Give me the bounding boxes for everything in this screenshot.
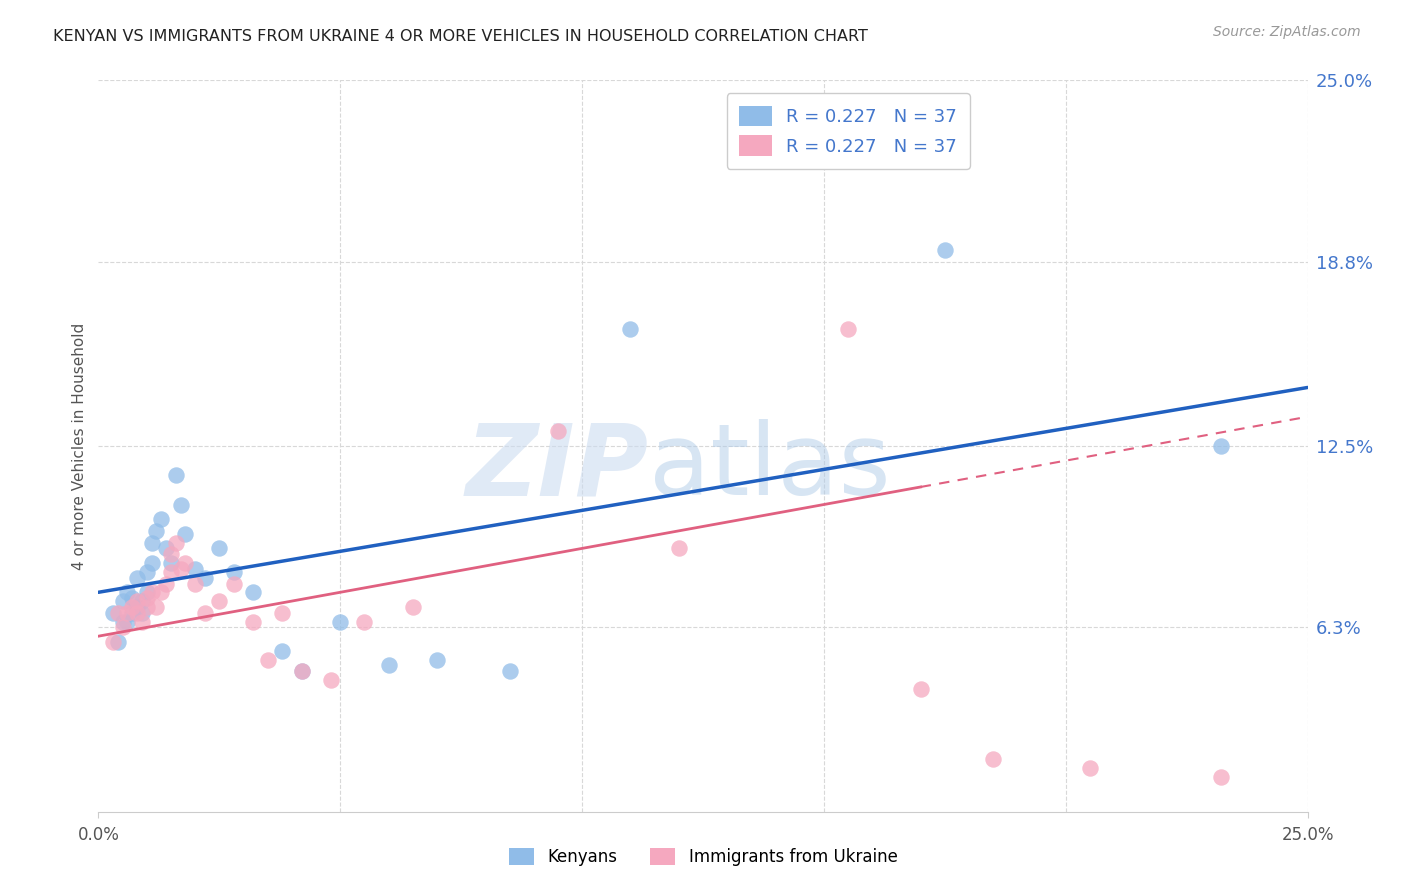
Point xyxy=(184,562,207,576)
Point xyxy=(256,652,278,666)
Point xyxy=(290,665,312,679)
Point xyxy=(165,468,187,483)
Point xyxy=(145,524,167,538)
Point xyxy=(127,599,149,614)
Point xyxy=(135,591,157,606)
Text: KENYAN VS IMMIGRANTS FROM UKRAINE 4 OR MORE VEHICLES IN HOUSEHOLD CORRELATION CH: KENYAN VS IMMIGRANTS FROM UKRAINE 4 OR M… xyxy=(53,29,869,44)
Point xyxy=(107,635,129,649)
Point xyxy=(111,615,134,629)
Point xyxy=(111,620,134,634)
Point xyxy=(668,541,690,556)
Point xyxy=(271,606,294,620)
Point xyxy=(194,606,217,620)
Point xyxy=(498,665,520,679)
Point xyxy=(160,556,183,570)
Point xyxy=(135,599,157,614)
Point xyxy=(1209,770,1232,784)
Y-axis label: 4 or more Vehicles in Household: 4 or more Vehicles in Household xyxy=(72,322,87,570)
Point xyxy=(547,425,569,439)
Point xyxy=(319,673,342,687)
Legend: Kenyans, Immigrants from Ukraine: Kenyans, Immigrants from Ukraine xyxy=(502,841,904,873)
Point xyxy=(1209,439,1232,453)
Point xyxy=(155,576,177,591)
Point xyxy=(353,615,375,629)
Text: Source: ZipAtlas.com: Source: ZipAtlas.com xyxy=(1213,25,1361,39)
Point xyxy=(271,644,294,658)
Point xyxy=(135,565,157,579)
Point xyxy=(101,606,124,620)
Point xyxy=(121,591,143,606)
Point xyxy=(169,562,191,576)
Point xyxy=(222,565,245,579)
Text: atlas: atlas xyxy=(648,419,890,516)
Point xyxy=(160,565,183,579)
Point xyxy=(165,535,187,549)
Point xyxy=(127,571,149,585)
Point xyxy=(184,576,207,591)
Point xyxy=(117,585,139,599)
Point xyxy=(117,606,139,620)
Point xyxy=(131,615,153,629)
Point xyxy=(208,541,231,556)
Point xyxy=(101,635,124,649)
Point xyxy=(169,498,191,512)
Point xyxy=(160,547,183,561)
Point xyxy=(141,535,163,549)
Point xyxy=(222,576,245,591)
Point xyxy=(150,512,173,526)
Point xyxy=(155,541,177,556)
Point xyxy=(837,322,859,336)
Point xyxy=(141,585,163,599)
Point xyxy=(208,594,231,608)
Point xyxy=(619,322,641,336)
Point xyxy=(111,594,134,608)
Point xyxy=(242,615,264,629)
Point xyxy=(174,556,197,570)
Point xyxy=(127,606,149,620)
Legend: R = 0.227   N = 37, R = 0.227   N = 37: R = 0.227 N = 37, R = 0.227 N = 37 xyxy=(727,93,970,169)
Point xyxy=(121,599,143,614)
Point xyxy=(934,243,956,257)
Point xyxy=(141,556,163,570)
Point xyxy=(981,752,1004,766)
Text: ZIP: ZIP xyxy=(465,419,648,516)
Point xyxy=(910,681,932,696)
Point xyxy=(135,585,157,599)
Point xyxy=(329,615,352,629)
Point xyxy=(117,615,139,629)
Point xyxy=(290,665,312,679)
Point xyxy=(145,599,167,614)
Point xyxy=(127,594,149,608)
Point xyxy=(402,599,425,614)
Point xyxy=(426,652,449,666)
Point xyxy=(377,658,399,673)
Point xyxy=(174,526,197,541)
Point xyxy=(242,585,264,599)
Point xyxy=(194,571,217,585)
Point xyxy=(107,606,129,620)
Point xyxy=(1078,761,1101,775)
Point xyxy=(150,585,173,599)
Point xyxy=(131,606,153,620)
Point xyxy=(121,606,143,620)
Point xyxy=(131,594,153,608)
